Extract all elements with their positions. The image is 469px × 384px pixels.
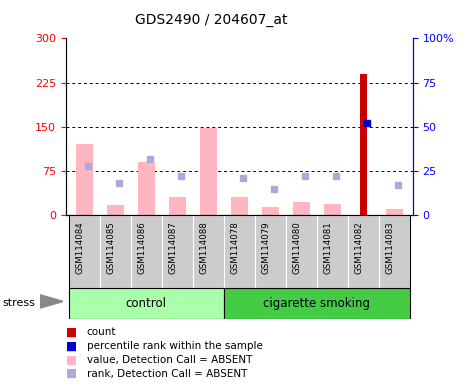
Bar <box>224 215 255 288</box>
Bar <box>107 205 124 215</box>
Text: count: count <box>87 327 116 337</box>
Text: GSM114085: GSM114085 <box>106 221 115 274</box>
Text: GSM114087: GSM114087 <box>168 221 177 274</box>
Bar <box>76 144 93 215</box>
Bar <box>224 288 409 319</box>
Bar <box>255 215 286 288</box>
Text: ■: ■ <box>66 367 77 380</box>
Text: GSM114079: GSM114079 <box>261 221 270 273</box>
Text: stress: stress <box>2 298 35 308</box>
Bar <box>193 215 224 288</box>
Text: GSM114088: GSM114088 <box>199 221 208 274</box>
Text: GDS2490 / 204607_at: GDS2490 / 204607_at <box>135 13 287 27</box>
Text: value, Detection Call = ABSENT: value, Detection Call = ABSENT <box>87 355 252 365</box>
Bar <box>131 215 162 288</box>
Text: cigarette smoking: cigarette smoking <box>263 297 370 310</box>
Text: GSM114082: GSM114082 <box>354 221 363 274</box>
Text: percentile rank within the sample: percentile rank within the sample <box>87 341 263 351</box>
Bar <box>69 288 224 319</box>
Bar <box>169 197 186 215</box>
Text: control: control <box>126 297 166 310</box>
Bar <box>324 204 340 215</box>
Bar <box>317 215 348 288</box>
Bar <box>231 197 248 215</box>
Bar <box>293 202 310 215</box>
Bar <box>378 215 409 288</box>
Bar <box>348 215 378 288</box>
Text: rank, Detection Call = ABSENT: rank, Detection Call = ABSENT <box>87 369 247 379</box>
Bar <box>138 162 155 215</box>
Bar <box>360 74 367 215</box>
Text: GSM114086: GSM114086 <box>137 221 146 274</box>
Text: ■: ■ <box>66 339 77 353</box>
Text: ■: ■ <box>66 353 77 366</box>
Bar <box>69 215 100 288</box>
Text: ■: ■ <box>66 326 77 339</box>
Text: GSM114080: GSM114080 <box>292 221 301 274</box>
Polygon shape <box>40 295 63 308</box>
Bar <box>100 215 131 288</box>
Bar <box>386 209 403 215</box>
Text: GSM114083: GSM114083 <box>385 221 394 274</box>
Text: GSM114081: GSM114081 <box>323 221 332 274</box>
Text: GSM114078: GSM114078 <box>230 221 239 274</box>
Bar <box>262 207 279 215</box>
Bar <box>162 215 193 288</box>
Bar <box>200 128 217 215</box>
Bar <box>286 215 317 288</box>
Text: GSM114084: GSM114084 <box>75 221 84 274</box>
